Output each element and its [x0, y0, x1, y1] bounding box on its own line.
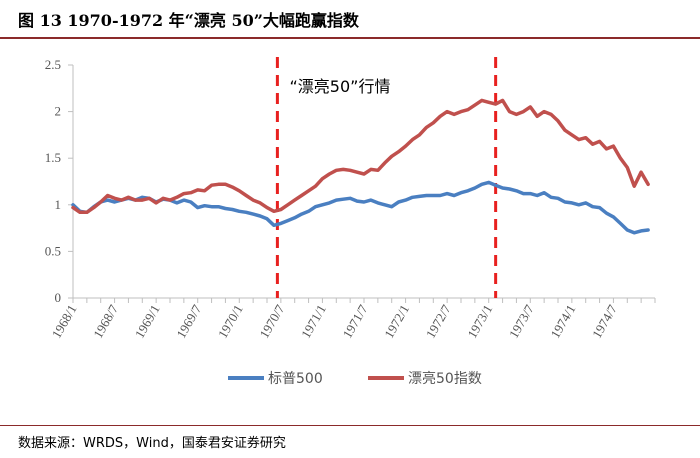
x-tick-label: 1974/1 [547, 302, 578, 341]
line-chart: 0 0.5 1 1.5 2 2.5 1968/1 1968/7 1969/1 1969/7 197… [45, 57, 656, 387]
x-tick-label: 1972/7 [423, 302, 454, 341]
x-tick-label: 1971/1 [298, 302, 329, 341]
x-tick-label: 1970/7 [256, 302, 287, 341]
y-tick-label: 2.5 [45, 57, 61, 72]
series-group [71, 98, 650, 235]
x-tick-label: 1974/7 [589, 302, 620, 341]
x-tick-label: 1973/7 [506, 302, 537, 341]
legend: 标普500 漂亮50指数 [228, 370, 482, 387]
series-line-sp500 [71, 180, 650, 235]
x-tick-label: 1969/1 [132, 302, 163, 341]
series-line-nifty50 [71, 98, 650, 215]
source-divider [0, 425, 700, 426]
y-tick-label: 0.5 [45, 243, 61, 258]
x-tick-label: 1971/7 [340, 302, 371, 341]
x-tick-label: 1973/1 [464, 302, 495, 341]
y-tick-label: 2 [55, 104, 62, 119]
title-divider [0, 37, 700, 39]
x-tick-label: 1970/1 [215, 302, 246, 341]
reference-lines [275, 57, 498, 298]
y-tick-label: 1 [55, 197, 62, 212]
source-note: 数据来源：WRDS，Wind，国泰君安证券研究 [18, 436, 286, 451]
chart-title: 图 13 1970-1972 年“漂亮 50”大幅跑赢指数 [18, 11, 359, 30]
legend-label-nifty50: 漂亮50指数 [408, 370, 482, 387]
x-tick-label: 1968/1 [49, 302, 80, 341]
x-axis: 1968/1 1968/7 1969/1 1969/7 1970/1 1970/7 1971… [49, 297, 656, 341]
x-tick-label: 1972/1 [381, 302, 412, 341]
y-axis: 0 0.5 1 1.5 2 2.5 [45, 57, 74, 305]
x-tick-label: 1968/7 [90, 302, 121, 341]
annotation-label: “漂亮50”行情 [290, 77, 391, 96]
legend-label-sp500: 标普500 [268, 371, 323, 387]
y-tick-label: 1.5 [45, 150, 61, 165]
x-tick-label: 1969/7 [173, 302, 204, 341]
y-tick-label: 0 [55, 290, 62, 305]
